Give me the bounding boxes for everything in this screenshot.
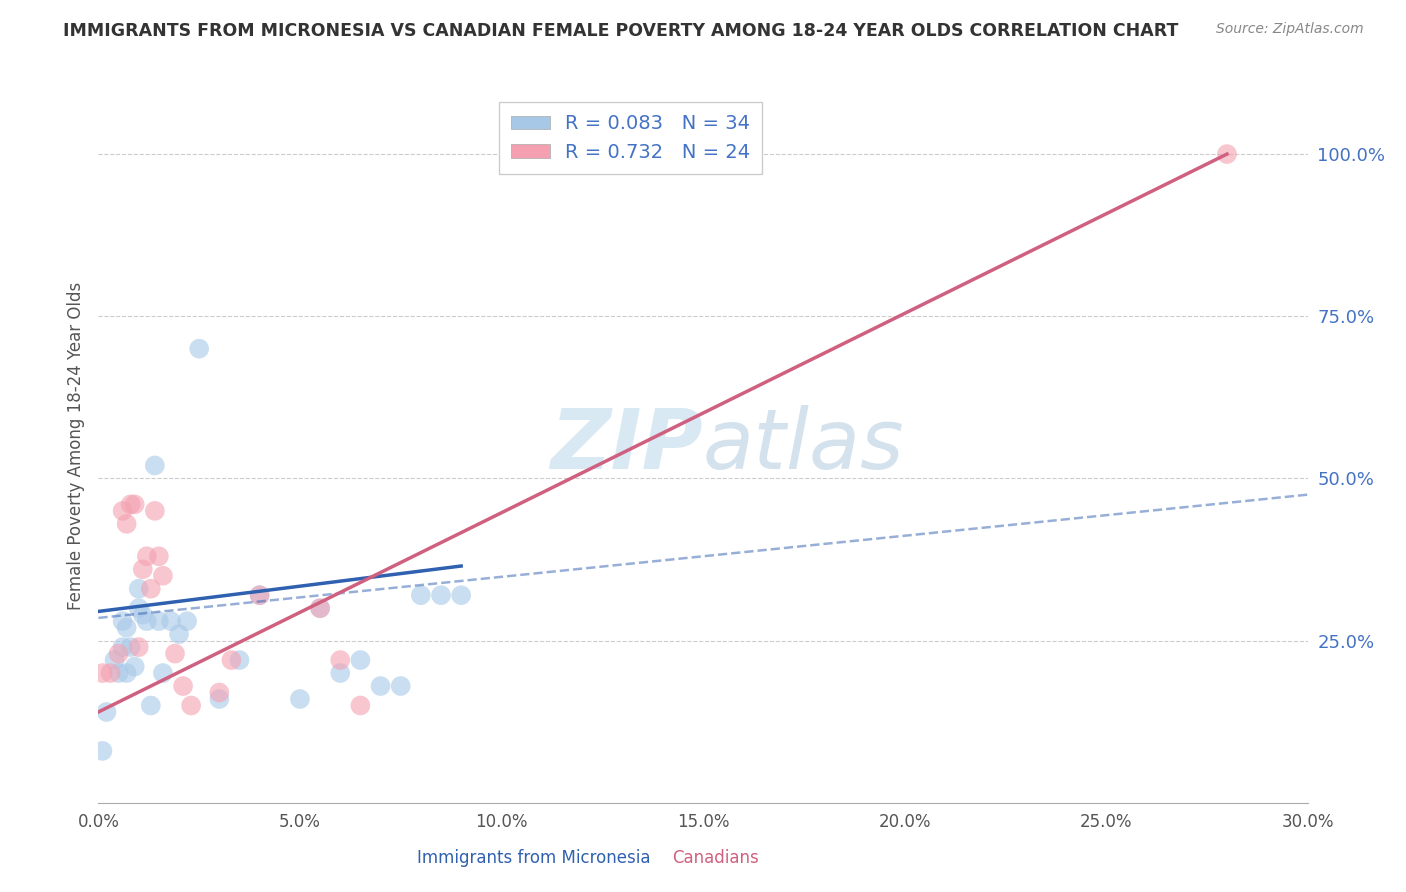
Point: [111, 614, 134, 628]
Point: [148, 614, 170, 628]
Point: [107, 666, 129, 681]
Point: [160, 614, 183, 628]
Point: [91, 666, 114, 681]
Text: atlas: atlas: [703, 406, 904, 486]
Point: [430, 588, 453, 602]
Point: [132, 562, 155, 576]
Point: [152, 666, 174, 681]
Point: [180, 698, 202, 713]
Point: [124, 497, 146, 511]
Point: [143, 504, 166, 518]
Point: [120, 497, 142, 511]
Text: Source: ZipAtlas.com: Source: ZipAtlas.com: [1216, 22, 1364, 37]
Point: [349, 653, 371, 667]
Point: [249, 588, 271, 602]
Point: [128, 640, 150, 654]
Point: [329, 653, 352, 667]
Text: ZIP: ZIP: [550, 406, 703, 486]
Point: [135, 614, 157, 628]
Point: [139, 582, 162, 596]
Point: [288, 692, 311, 706]
Text: IMMIGRANTS FROM MICRONESIA VS CANADIAN FEMALE POVERTY AMONG 18-24 YEAR OLDS CORR: IMMIGRANTS FROM MICRONESIA VS CANADIAN F…: [63, 22, 1178, 40]
Point: [91, 744, 114, 758]
Point: [135, 549, 157, 564]
Point: [389, 679, 412, 693]
Text: Immigrants from Micronesia: Immigrants from Micronesia: [418, 849, 651, 867]
Point: [172, 679, 194, 693]
Point: [128, 582, 150, 596]
Y-axis label: Female Poverty Among 18-24 Year Olds: Female Poverty Among 18-24 Year Olds: [66, 282, 84, 610]
Point: [152, 568, 174, 582]
Point: [329, 666, 352, 681]
Point: [115, 666, 138, 681]
Point: [167, 627, 190, 641]
Point: [128, 601, 150, 615]
Point: [115, 516, 138, 531]
Point: [163, 647, 186, 661]
Point: [176, 614, 198, 628]
Point: [115, 621, 138, 635]
Point: [309, 601, 332, 615]
Point: [208, 685, 231, 699]
Point: [96, 705, 118, 719]
Point: [228, 653, 250, 667]
Point: [103, 653, 125, 667]
Point: [349, 698, 371, 713]
Legend: R = 0.083   N = 34, R = 0.732   N = 24: R = 0.083 N = 34, R = 0.732 N = 24: [499, 103, 762, 174]
Point: [221, 653, 243, 667]
Point: [188, 342, 211, 356]
Point: [111, 640, 134, 654]
Point: [370, 679, 392, 693]
Point: [143, 458, 166, 473]
Point: [120, 640, 142, 654]
Point: [208, 692, 231, 706]
Point: [100, 666, 122, 681]
Point: [139, 698, 162, 713]
Point: [409, 588, 432, 602]
Point: [450, 588, 472, 602]
Point: [124, 659, 146, 673]
Point: [249, 588, 271, 602]
Point: [148, 549, 170, 564]
Point: [111, 504, 134, 518]
Point: [107, 647, 129, 661]
Point: [132, 607, 155, 622]
Text: Canadians: Canadians: [672, 849, 758, 867]
Point: [1216, 147, 1239, 161]
Point: [309, 601, 332, 615]
